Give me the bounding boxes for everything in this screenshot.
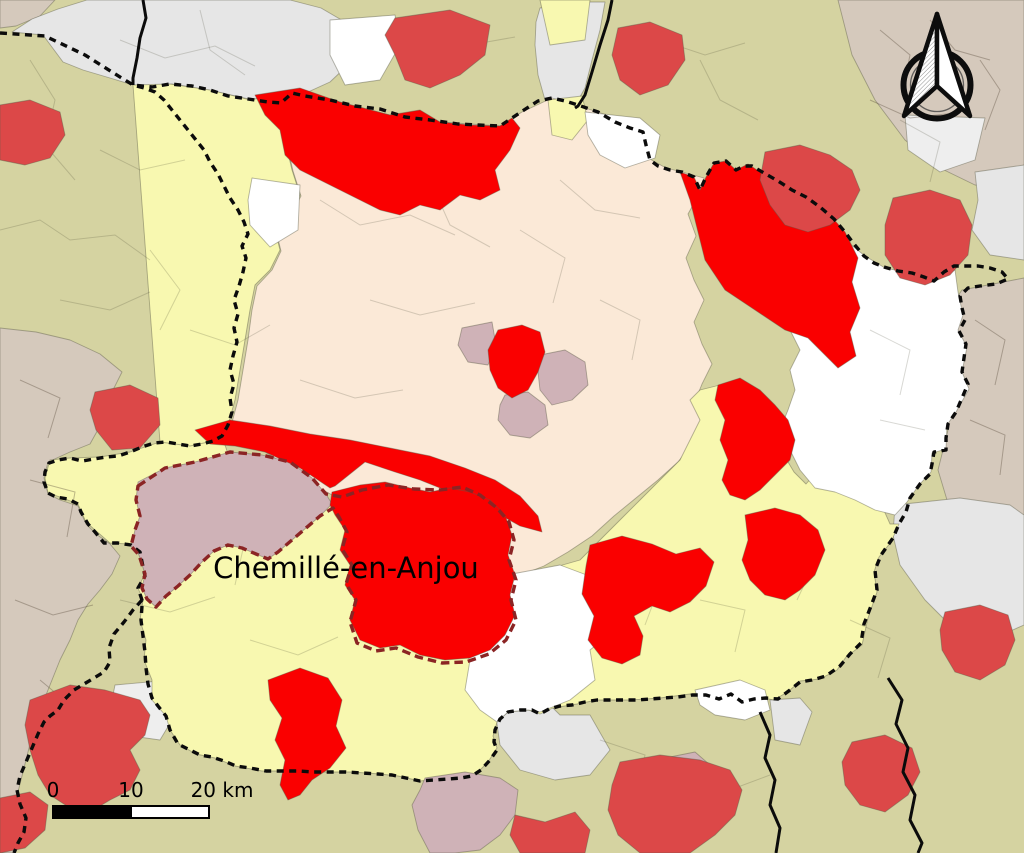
scale-bar-segment-black xyxy=(52,805,132,819)
other-department-boundaries xyxy=(131,0,924,853)
highlight-commune-boundary xyxy=(129,450,518,665)
commune-label: Chemillé-en-Anjou xyxy=(213,551,479,585)
scale-tick-0: 0 xyxy=(47,778,60,802)
scale-bar-segment-white xyxy=(130,805,210,819)
north-arrow-icon xyxy=(900,11,974,122)
scale-tick-10: 10 xyxy=(118,778,143,802)
department-boundary xyxy=(0,31,1010,853)
scale-bar: 0 10 20 km xyxy=(47,778,254,819)
commune-borders-mesh xyxy=(0,9,941,796)
red-outside-regions xyxy=(0,9,1016,853)
scale-tick-20km: 20 km xyxy=(191,778,254,802)
